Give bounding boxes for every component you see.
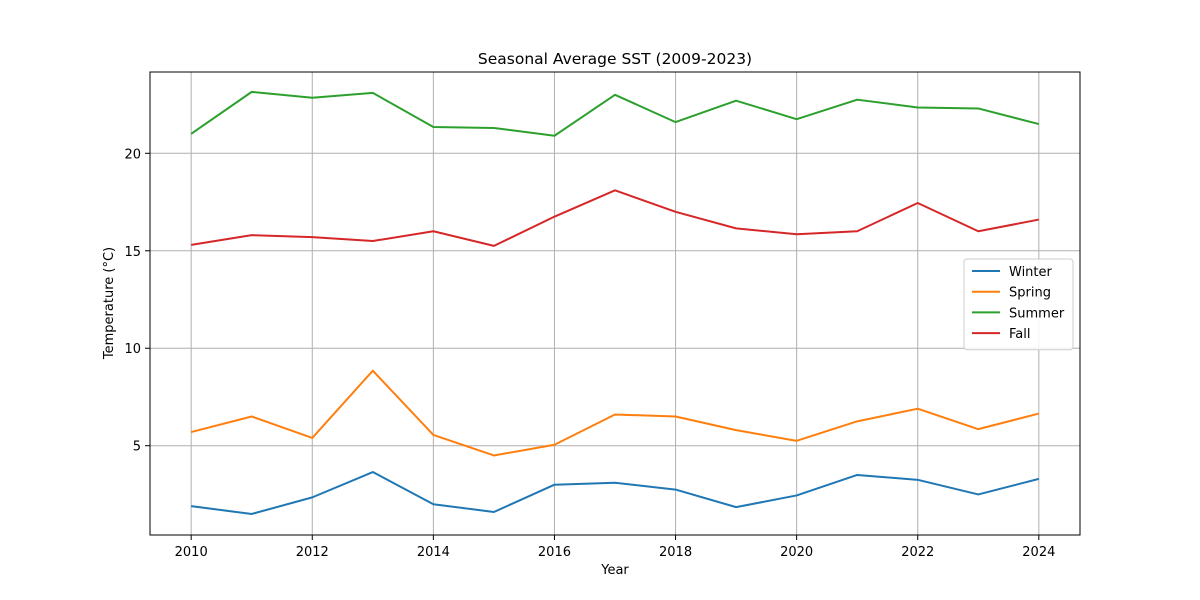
legend: Winter Spring Summer Fall [963,258,1074,351]
x-tick-label: 2024 [1022,545,1055,560]
x-tick-label: 2014 [417,545,450,560]
x-tick-label: 2016 [538,545,571,560]
x-tick-label: 2012 [296,545,329,560]
chart-title: Seasonal Average SST (2009-2023) [478,50,752,68]
y-tick-label: 20 [124,147,141,162]
x-tick-label: 2010 [175,545,208,560]
legend-box [963,258,1074,351]
y-tick-label: 15 [124,245,141,260]
x-axis-label: Year [600,563,629,578]
y-tick-label: 10 [124,342,141,357]
series-line-spring [190,369,1040,457]
x-tick-label: 2022 [901,545,934,560]
x-tick-label: 2018 [659,545,692,560]
series-line-summer [190,90,1040,137]
plot-frame [149,71,1081,536]
legend-label-fall: Fall [1009,327,1030,342]
legend-label-summer: Summer [1009,306,1065,321]
ticks: 2010 2012 2014 2016 2018 2020 2022 2024 5 10 15 20 [124,147,1055,560]
x-tick-label: 2020 [780,545,813,560]
legend-label-winter: Winter [1009,265,1053,280]
y-tick-label: 5 [133,440,141,455]
series-line-fall [191,189,1040,247]
series-layer [190,90,1040,515]
legend-label-spring: Spring [1009,286,1051,301]
grid [150,72,1080,535]
y-axis-label: Temperature (°C) [102,247,117,360]
series-line-winter [191,471,1040,515]
